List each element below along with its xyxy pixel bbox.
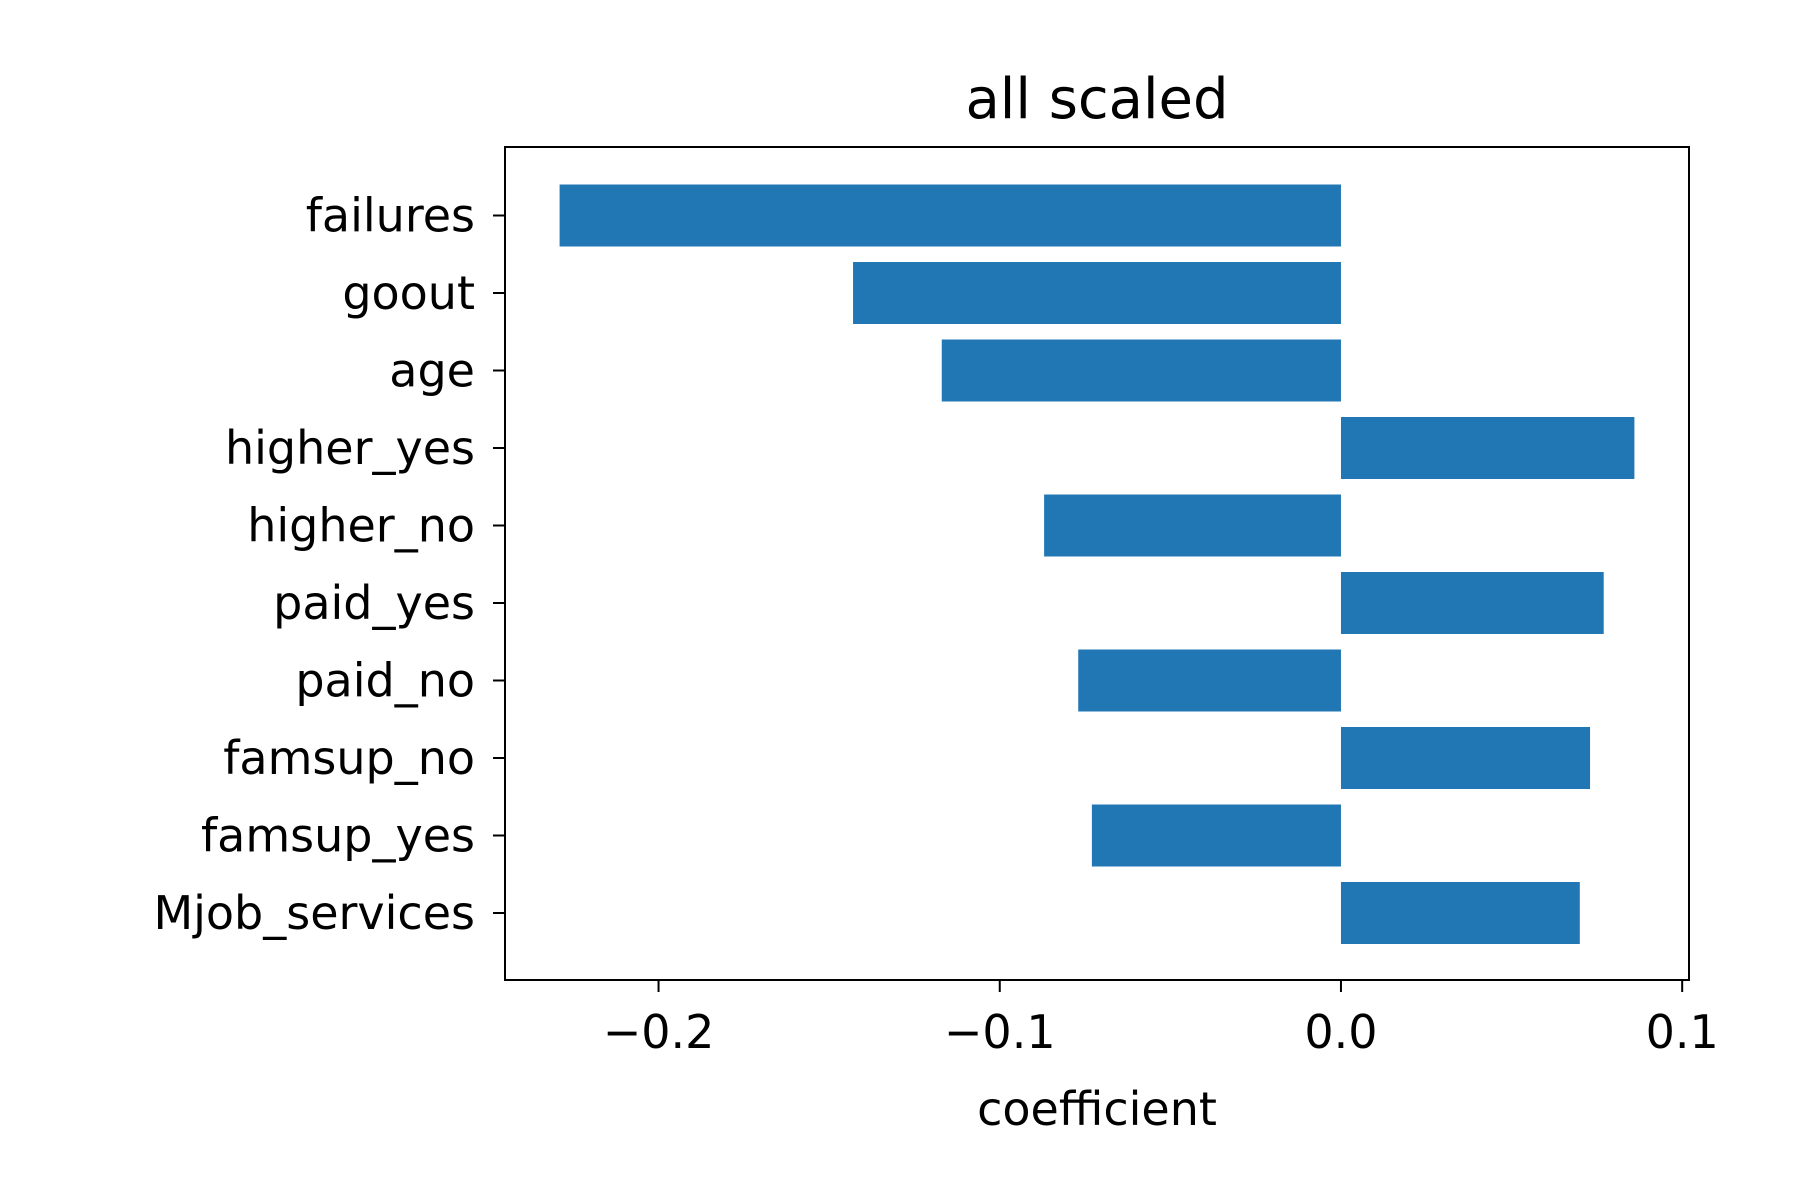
bar-paid-yes [1340,572,1604,634]
bar-famsup-no [1340,727,1591,789]
bar-goout [853,262,1341,324]
y-tick-label: famsup_no [223,731,475,785]
bar-higher-yes [1340,417,1635,479]
x-axis: −0.2 −0.1 0.0 0.1 [603,980,1719,1059]
bar-higher-no [1044,494,1341,557]
bars-group [559,184,1635,944]
chart-title: all scaled [965,67,1228,132]
bar-famsup-yes [1091,804,1341,867]
bar-age [941,339,1341,402]
x-tick-label: −0.2 [603,1005,715,1059]
x-tick-label: 0.1 [1646,1005,1719,1059]
y-tick-label: higher_yes [225,421,475,475]
x-tick-label: 0.0 [1304,1005,1377,1059]
y-tick-label: famsup_yes [201,809,475,863]
bar-paid-no [1078,649,1341,712]
axes-frame [504,146,1690,981]
bar-failures [559,184,1341,247]
y-tick-label: paid_no [295,654,475,708]
y-tick-label: goout [342,266,475,320]
x-tick-label: −0.1 [944,1005,1056,1059]
y-tick-label: age [389,344,475,398]
bar-mjob-services [1340,882,1580,944]
x-axis-label: coefficient [977,1082,1217,1136]
y-tick-label: Mjob_services [153,886,475,940]
y-tick-label: higher_no [247,499,475,553]
y-tick-label: paid_yes [273,576,475,630]
y-tick-label: failures [306,189,475,243]
plot-area [504,146,1690,981]
y-axis: failures goout age higher_yes higher_no paid_… [153,189,505,940]
